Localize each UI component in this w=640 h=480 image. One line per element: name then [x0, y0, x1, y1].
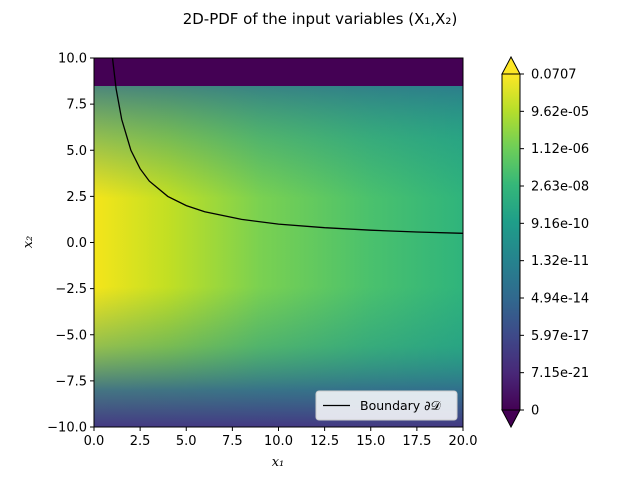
legend: Boundary ∂𝒟 [315, 390, 458, 421]
x-tick-label: 7.5 [222, 434, 243, 449]
y-tick-label: 7.5 [66, 98, 87, 113]
x-tick-label: 10.0 [264, 434, 293, 449]
x-tick-label: 0.0 [84, 434, 105, 449]
boundary-line [111, 58, 463, 234]
colorbar-gradient [501, 73, 521, 411]
x-tick-label: 12.5 [310, 434, 339, 449]
y-tick-label: 0.0 [66, 236, 87, 251]
colorbar-extend-top [501, 55, 521, 75]
x-tick-label: 2.5 [130, 434, 151, 449]
colorbar-tick-label: 9.62e-05 [531, 105, 589, 120]
y-tick-label: −5.0 [55, 328, 87, 343]
y-tick-label: −10.0 [47, 421, 87, 436]
legend-box [315, 390, 458, 421]
colorbar-tick-label: 9.16e-10 [531, 217, 589, 232]
heatmap-cutoff-band [94, 58, 463, 86]
colorbar-tick-label: 7.15e-21 [531, 366, 589, 381]
y-tick-label: 2.5 [66, 190, 87, 205]
y-axis-label: x₂ [21, 236, 36, 249]
colorbar-tick-label: 4.94e-14 [531, 292, 589, 307]
y-tick-label: −2.5 [55, 282, 87, 297]
colorbar-tick-label: 5.97e-17 [531, 329, 589, 344]
y-tick-label: −7.5 [55, 374, 87, 389]
colorbar-tick-label: 0.0707 [531, 68, 577, 83]
x-axis-label: x₁ [272, 455, 285, 470]
y-tick-label: 5.0 [66, 144, 87, 159]
y-axis: 10.0 7.5 5.0 2.5 0.0 −2.5 −5.0 −7.5 −10.0 [47, 52, 94, 436]
heatmap-vertical-falloff [94, 58, 463, 427]
colorbar-tick-label: 1.12e-06 [531, 142, 589, 157]
colorbar-extend-bottom [501, 409, 521, 429]
x-axis: 0.0 2.5 5.0 7.5 10.0 12.5 15.0 17.5 20.0 [84, 427, 478, 449]
chart-title: 2D-PDF of the input variables (X₁,X₂) [183, 10, 458, 28]
colorbar-tick-label: 1.32e-11 [531, 254, 589, 269]
legend-label: Boundary ∂𝒟 [360, 398, 442, 413]
y-tick-label: 10.0 [58, 52, 87, 67]
colorbar: 0.0707 9.62e-05 1.12e-06 2.63e-08 9.16e-10 1.… [501, 55, 589, 429]
colorbar-tick-label: 0 [531, 404, 539, 419]
x-tick-label: 15.0 [356, 434, 385, 449]
x-tick-label: 17.5 [402, 434, 431, 449]
heatmap [94, 58, 463, 427]
x-tick-label: 5.0 [176, 434, 197, 449]
colorbar-tick-label: 2.63e-08 [531, 180, 589, 195]
x-tick-label: 20.0 [449, 434, 478, 449]
